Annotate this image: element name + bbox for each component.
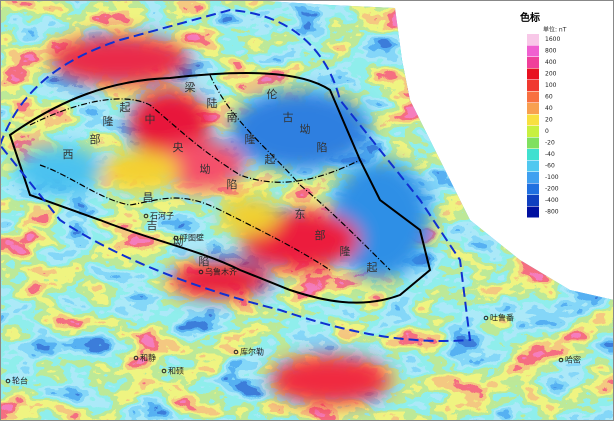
legend-label: 100 [545,82,557,89]
town-dot [5,378,11,384]
legend-label: -800 [545,209,559,216]
legend-swatch [527,172,539,183]
legend-label: 60 [545,94,553,101]
legend-label: -40 [545,151,555,158]
legend-swatch [527,126,539,137]
legend-swatch [527,80,539,91]
legend-label: 200 [545,71,557,78]
map-label: 隆 [103,114,114,128]
map-label: 起 [265,153,276,166]
map-label: 南 [227,111,238,124]
legend-swatch [527,45,539,57]
town-label: 呼图壁 [180,233,204,243]
legend-swatch [527,206,539,218]
legend-swatch [527,183,539,195]
town-label: 轮台 [12,376,28,386]
map-label: 坳 [300,122,311,136]
legend-label: 20 [545,117,553,124]
outer-boundary [0,8,472,342]
town-dot [198,269,204,275]
map-label: 梁 [185,80,196,94]
town-dot [143,213,149,219]
legend-label: 40 [545,105,553,112]
town-dot [558,357,564,363]
map-label: 东 [295,208,306,221]
town-dot [173,235,179,241]
town-dot [233,349,239,355]
map-label: 西 [63,148,74,161]
legend-title: 色标 [520,11,540,24]
map-label: 古 [283,111,294,124]
legend-label: 1600 [545,36,560,43]
map-label: 陷 [199,254,210,268]
map-label: 伦 [267,87,278,101]
town-dot [483,315,489,321]
map-label: 隆 [245,132,256,146]
legend-swatch [527,103,539,114]
town-dot [161,368,167,374]
map-label: 隆 [340,244,351,258]
legend-swatch [527,137,539,149]
legend-swatch [527,68,539,80]
legend-swatch [527,34,539,45]
town-label: 和硕 [168,367,184,376]
legend-swatch [527,160,539,172]
basin-boundary [8,72,432,304]
map-label: 起 [367,261,378,274]
map-label: 部 [90,132,101,146]
legend-swatch [527,114,539,126]
town-label: 吐鲁番 [490,313,514,323]
legend-label: -400 [545,197,559,204]
town-label: 石河子 [150,211,174,221]
map-label: 昌 [143,191,154,204]
town-dot [133,355,139,361]
unit-boundary [39,164,331,271]
map-label: 中 [145,113,156,126]
legend-label: -200 [545,186,559,193]
legend-label: 400 [545,59,557,66]
map-label: 起 [120,101,131,114]
map-label: 坳 [173,234,184,248]
map-label: 陷 [317,140,328,154]
legend-swatch [527,149,539,160]
legend-label: 800 [545,48,557,55]
map-label: 陷 [227,177,238,191]
town-label: 和静 [140,353,156,363]
legend-swatch [527,91,539,103]
map-label: 吉 [147,219,158,232]
map-label: 陆 [207,96,218,110]
legend-swatch [527,195,539,206]
legend-label: -100 [545,174,559,181]
map-label: 坳 [200,162,211,176]
legend-label: 0 [545,128,549,135]
town-label: 哈密 [565,355,581,365]
map-label: 央 [173,141,184,154]
legend-unit: 单位: nT [543,26,567,34]
town-label: 乌鲁木齐 [205,267,237,277]
legend-label: -20 [545,140,555,147]
legend-label: -60 [545,163,555,170]
legend: 色标 单位: nT 16008004002001006040200-20-40-… [520,11,567,218]
unit-boundary [29,98,361,183]
town-label: 库尔勒 [240,347,264,357]
legend-swatch [527,57,539,68]
map-label: 部 [315,228,326,242]
